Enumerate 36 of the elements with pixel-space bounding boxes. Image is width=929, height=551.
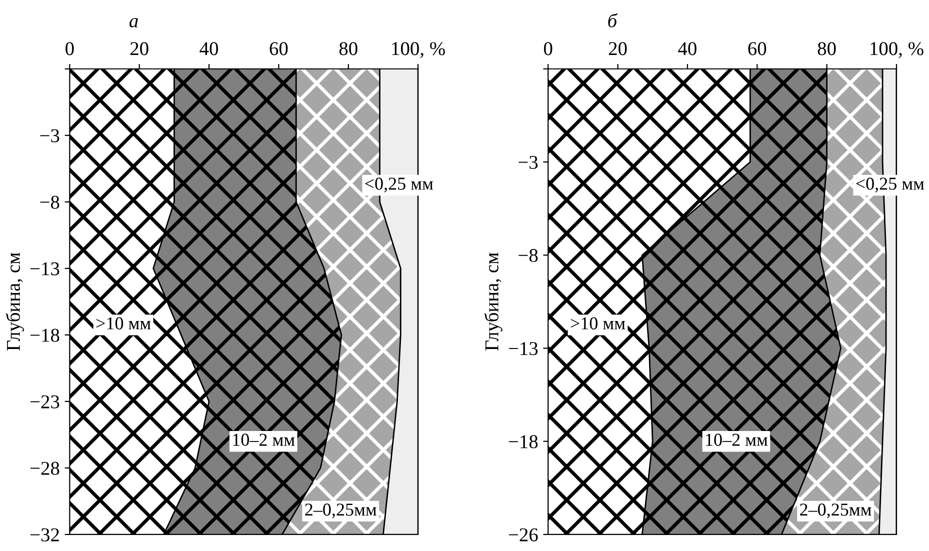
chart-title: а <box>129 18 138 28</box>
y-axis-title: Глубина, см <box>484 252 502 351</box>
y-tick-label: −23 <box>30 395 60 408</box>
series-label: >10 мм <box>570 317 626 330</box>
x-tick-label: 80 <box>339 42 358 56</box>
y-tick-label: −8 <box>518 248 538 262</box>
y-tick-label: −13 <box>30 262 60 276</box>
x-tick-label: 0 <box>544 42 552 56</box>
y-tick-label: −3 <box>40 129 60 142</box>
y-tick-label: −8 <box>40 196 60 209</box>
chart-title: б <box>608 13 618 28</box>
y-tick-label: −18 <box>30 328 60 342</box>
x-tick-label: 60 <box>270 42 288 56</box>
x-tick-label: 20 <box>608 42 627 56</box>
y-tick-label: −26 <box>508 528 538 542</box>
y-tick-label: −3 <box>518 156 538 169</box>
series-label: <0,25 мм <box>365 178 434 192</box>
y-tick-label: −28 <box>30 462 60 475</box>
x-tick-label: 60 <box>748 42 766 56</box>
series-label: 2–0,25мм <box>800 504 872 518</box>
x-tick-label: 40 <box>678 42 696 56</box>
series-label: <0,25 мм <box>856 178 924 192</box>
x-tick-label: 80 <box>818 42 836 56</box>
y-axis-title: Глубина, см <box>6 252 24 351</box>
y-tick-label: −32 <box>30 528 59 542</box>
x-tick-label: 20 <box>130 42 148 56</box>
x-tick-label: 0 <box>66 42 74 56</box>
x-tick-label: 40 <box>200 42 218 56</box>
x-tick-label: 100, % <box>870 42 924 58</box>
y-tick-label: −18 <box>508 435 538 448</box>
series-label: >10 мм <box>96 317 151 330</box>
x-tick-label: 100, % <box>392 42 445 58</box>
series-label: 10–2 мм <box>233 434 295 446</box>
y-tick-label: −13 <box>508 342 538 356</box>
series-label: 10–2 мм <box>706 434 768 446</box>
series-label: 2–0,25мм <box>305 504 376 518</box>
